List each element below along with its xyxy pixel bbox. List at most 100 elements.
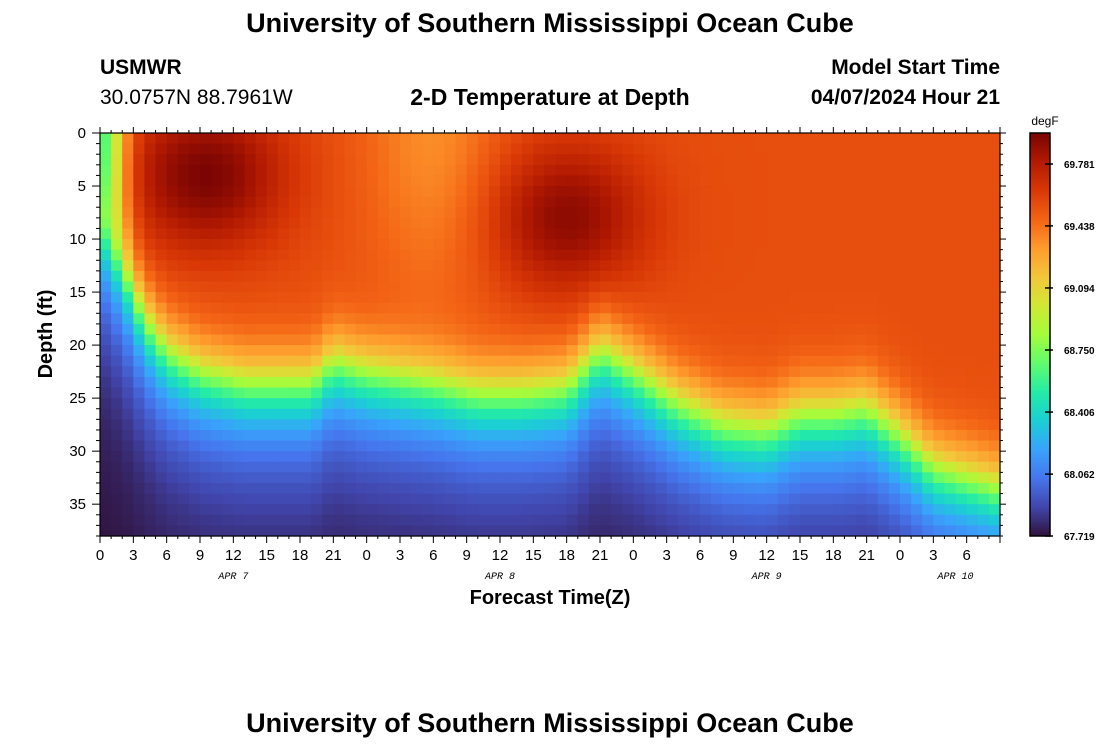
- heatmap-cell: [288, 186, 301, 198]
- heatmap-cell: [300, 387, 312, 399]
- heatmap-cell: [266, 249, 279, 261]
- heatmap-cell: [166, 419, 179, 431]
- heatmap-cell: [311, 270, 323, 283]
- heatmap-cell: [155, 408, 168, 420]
- heatmap-cell: [522, 472, 534, 484]
- heatmap-cell: [522, 228, 534, 240]
- heatmap-cell: [544, 419, 557, 431]
- heatmap-cell: [722, 398, 734, 410]
- heatmap-cell: [277, 228, 290, 240]
- heatmap-cell: [400, 207, 412, 219]
- heatmap-cell: [155, 504, 168, 516]
- heatmap-cell: [677, 366, 690, 378]
- heatmap-cell: [122, 260, 134, 272]
- heatmap-cell: [366, 228, 379, 240]
- heatmap-cell: [822, 207, 834, 219]
- heatmap-cell: [822, 133, 834, 145]
- heatmap-cell: [288, 260, 301, 272]
- heatmap-cell: [922, 207, 934, 219]
- heatmap-cell: [744, 419, 757, 431]
- heatmap-cell: [400, 217, 412, 230]
- heatmap-cell: [188, 440, 201, 452]
- heatmap-cell: [888, 196, 901, 208]
- heatmap-cell: [933, 323, 946, 336]
- heatmap-cell: [200, 270, 212, 283]
- heatmap-cell: [600, 270, 612, 283]
- heatmap-cell: [688, 186, 701, 198]
- heatmap-cell: [377, 387, 390, 399]
- heatmap-cell: [588, 133, 601, 145]
- heatmap-cell: [300, 355, 312, 367]
- heatmap-cell: [133, 334, 146, 346]
- heatmap-cell: [655, 239, 668, 251]
- heatmap-cell: [277, 270, 290, 283]
- heatmap-cell: [233, 355, 246, 367]
- heatmap-cell: [588, 482, 601, 495]
- heatmap-cell: [888, 239, 901, 251]
- heatmap-cell: [655, 323, 668, 336]
- heatmap-cell: [933, 196, 946, 208]
- heatmap-cell: [255, 292, 268, 304]
- heatmap-cell: [122, 398, 134, 410]
- heatmap-cell: [288, 482, 301, 495]
- heatmap-cell: [700, 472, 712, 484]
- heatmap-cell: [233, 408, 246, 420]
- heatmap-cell: [255, 175, 268, 187]
- heatmap-cell: [744, 514, 757, 526]
- heatmap-cell: [944, 313, 957, 325]
- heatmap-cell: [888, 440, 901, 452]
- heatmap-cell: [388, 472, 401, 484]
- heatmap-cell: [311, 207, 323, 219]
- heatmap-cell: [744, 313, 757, 325]
- heatmap-cell: [855, 281, 868, 293]
- heatmap-cell: [222, 207, 234, 219]
- heatmap-cell: [488, 525, 501, 537]
- heatmap-cell: [933, 525, 946, 537]
- heatmap-cell: [666, 302, 679, 314]
- heatmap-cell: [988, 345, 1001, 357]
- heatmap-cell: [333, 493, 346, 505]
- heatmap-cell: [633, 154, 646, 166]
- heatmap-cell: [455, 355, 468, 367]
- heatmap-cell: [100, 302, 112, 314]
- heatmap-cell: [933, 260, 946, 272]
- heatmap-cell: [900, 334, 912, 346]
- heatmap-cell: [522, 302, 534, 314]
- heatmap-cell: [877, 419, 890, 431]
- heatmap-cell: [222, 334, 234, 346]
- heatmap-cell: [844, 164, 857, 177]
- heatmap-cell: [988, 313, 1001, 325]
- heatmap-cell: [122, 504, 134, 516]
- heatmap-cell: [155, 175, 168, 187]
- heatmap-cell: [388, 398, 401, 410]
- heatmap-cell: [155, 154, 168, 166]
- heatmap-cell: [666, 292, 679, 304]
- heatmap-cell: [922, 398, 934, 410]
- heatmap-cell: [122, 133, 134, 145]
- heatmap-cell: [788, 196, 801, 208]
- heatmap-cell: [511, 175, 523, 187]
- heatmap-cell: [333, 217, 346, 230]
- heatmap-cell: [300, 334, 312, 346]
- heatmap-cell: [988, 419, 1001, 431]
- heatmap-cell: [344, 186, 357, 198]
- heatmap-cell: [988, 376, 1001, 389]
- heatmap-cell: [233, 133, 246, 145]
- heatmap-cell: [366, 207, 379, 219]
- heatmap-cell: [288, 525, 301, 537]
- heatmap-cell: [811, 164, 823, 177]
- heatmap-cell: [944, 323, 957, 336]
- heatmap-cell: [311, 514, 323, 526]
- heatmap-cell: [511, 429, 523, 442]
- heatmap-cell: [766, 504, 779, 516]
- heatmap-cell: [600, 419, 612, 431]
- heatmap-cell: [377, 175, 390, 187]
- heatmap-cell: [155, 451, 168, 463]
- heatmap-cell: [811, 143, 823, 155]
- heatmap-cell: [100, 175, 112, 187]
- heatmap-cell: [366, 239, 379, 251]
- heatmap-cell: [877, 186, 890, 198]
- heatmap-cell: [933, 419, 946, 431]
- heatmap-cell: [688, 514, 701, 526]
- heatmap-cell: [677, 408, 690, 420]
